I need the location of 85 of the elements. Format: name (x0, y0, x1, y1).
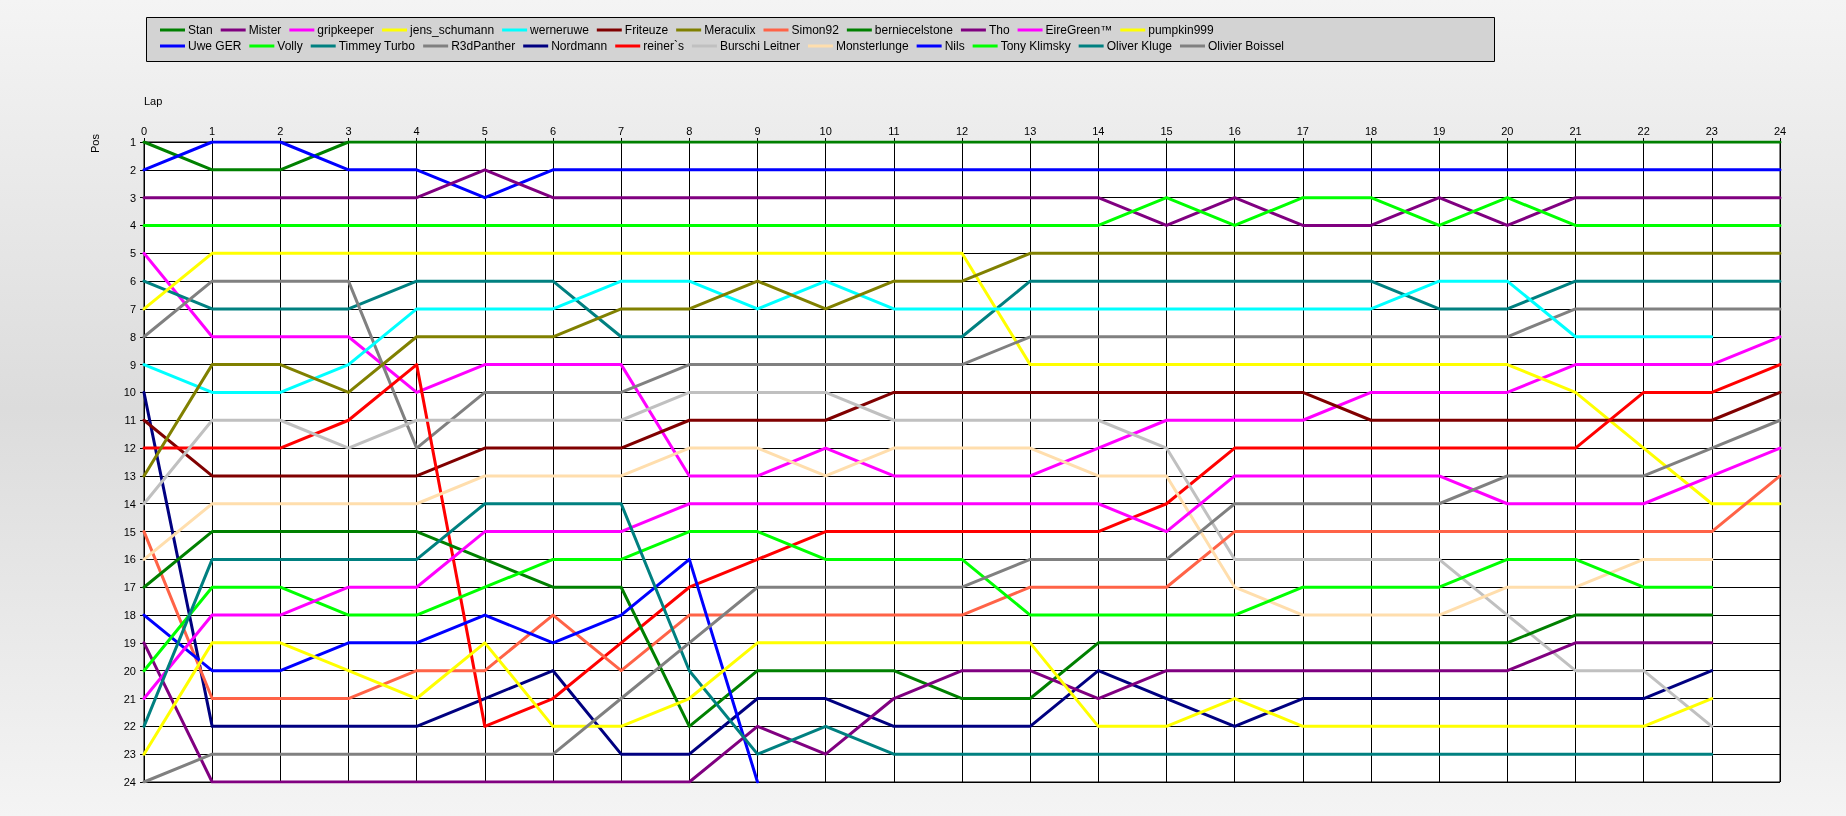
legend-label: Tho (988, 23, 1010, 37)
x-tick-label: 22 (1637, 124, 1650, 137)
y-tick-label: 15 (123, 525, 136, 538)
y-tick-label: 24 (123, 776, 136, 788)
legend-label: Volly (277, 39, 303, 53)
y-tick-label: 20 (123, 664, 136, 677)
legend-label: gripkeeper (317, 23, 375, 37)
x-tick-label: 21 (1569, 124, 1582, 137)
x-tick-label: 7 (618, 124, 625, 137)
legend-label: Uwe GER (188, 39, 242, 53)
y-tick-label: 4 (129, 219, 136, 232)
legend-label: Simon92 (791, 23, 840, 37)
legend-label: reiner`s (643, 39, 684, 53)
x-tick-label: 1 (209, 124, 216, 137)
legend-label: berniecelstone (874, 23, 954, 37)
x-tick-label: 12 (955, 124, 969, 137)
legend-label: pumpkin999 (1148, 23, 1214, 37)
x-tick-label: 4 (413, 124, 420, 137)
y-tick-label: 13 (123, 469, 136, 482)
x-tick-label: 10 (819, 124, 832, 137)
x-axis-title: Lap (144, 94, 163, 107)
x-tick-label: 19 (1433, 124, 1446, 137)
line-series (142, 530, 1714, 673)
line-series (142, 279, 1782, 450)
line-series (142, 390, 1782, 478)
y-tick-label: 7 (129, 302, 136, 315)
legend-label: Friteuze (624, 23, 669, 37)
y-tick-label: 19 (123, 636, 136, 649)
y-tick-label: 1 (129, 136, 136, 148)
legend-label: EireGreen™ (1045, 23, 1113, 37)
x-tick-label: 13 (1024, 124, 1037, 137)
legend-label: Stan (188, 23, 213, 37)
legend-label: Olivier Boissel (1208, 39, 1285, 53)
y-tick-label: 14 (123, 497, 136, 510)
x-tick-label: 18 (1364, 124, 1378, 137)
x-tick-label: 11 (888, 124, 900, 137)
y-tick-label: 12 (123, 442, 136, 455)
x-tick-label: 14 (1092, 124, 1105, 137)
x-tick-label: 24 (1773, 124, 1787, 137)
y-tick-label: 22 (123, 720, 136, 733)
y-tick-label: 2 (129, 163, 136, 176)
legend-label: Nordmann (551, 39, 608, 53)
line-series (142, 641, 1714, 784)
y-tick-label: 9 (129, 358, 136, 371)
x-tick-label: 2 (277, 124, 284, 137)
legend-label: Monsterlunge (835, 39, 909, 53)
y-tick-label: 23 (123, 748, 136, 761)
legend-label: Meraculix (704, 23, 756, 37)
legend-label: jens_schumann (409, 23, 495, 37)
y-tick-label: 11 (124, 414, 136, 427)
x-tick-label: 20 (1501, 124, 1514, 137)
x-tick-label: 0 (140, 124, 148, 137)
line-series (142, 530, 1714, 728)
y-tick-label: 5 (129, 247, 136, 260)
y-tick-label: 16 (123, 553, 136, 566)
y-tick-label: 21 (123, 692, 136, 705)
y-tick-label: 17 (123, 581, 136, 594)
y-axis-title: Pos (88, 133, 101, 153)
legend-label: Nils (944, 39, 965, 53)
y-tick-label: 6 (129, 275, 136, 288)
y-tick-label: 8 (129, 330, 136, 343)
line-series (142, 557, 759, 784)
legend-label: werneruwe (529, 23, 590, 37)
x-tick-label: 3 (345, 124, 352, 137)
y-tick-label: 3 (129, 191, 136, 204)
x-tick-label: 8 (686, 124, 693, 137)
x-tick-label: 5 (481, 124, 488, 137)
x-tick-label: 6 (549, 124, 557, 137)
y-tick-label: 18 (123, 609, 136, 622)
legend-label: Timmey Turbo (338, 39, 416, 53)
legend-label: Mister (248, 23, 282, 37)
line-series (142, 641, 1714, 756)
x-tick-label: 9 (754, 124, 761, 137)
line-series (142, 446, 1714, 617)
x-tick-label: 17 (1296, 124, 1309, 137)
line-series (142, 502, 1714, 756)
line-series (142, 279, 1714, 394)
legend-label: Tony Klimsky (1000, 39, 1071, 53)
x-tick-label: 16 (1228, 124, 1241, 137)
x-tick-label: 15 (1160, 124, 1173, 137)
legend-label: R3dPanther (451, 39, 516, 53)
legend-label: Burschi Leitner (719, 39, 800, 53)
x-tick-label: 23 (1705, 124, 1718, 137)
y-tick-label: 10 (123, 386, 136, 399)
legend-label: Oliver Kluge (1106, 39, 1173, 53)
